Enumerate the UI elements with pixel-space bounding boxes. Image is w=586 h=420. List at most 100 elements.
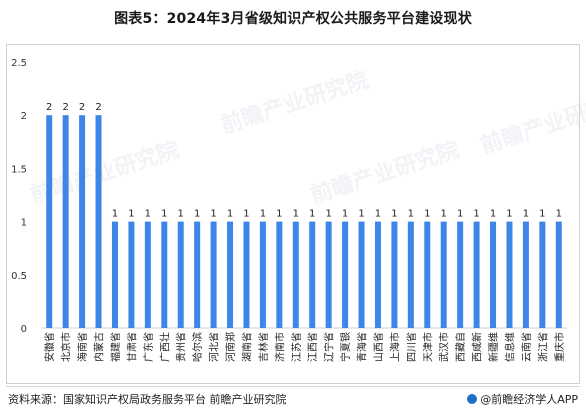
- x-tick-label: 北京市: [60, 332, 73, 362]
- bar: [161, 221, 168, 328]
- data-label: 1: [424, 209, 430, 220]
- y-tick-label: 2.5: [11, 58, 27, 69]
- x-tick-label: 四川省: [405, 332, 418, 362]
- x-tick-label: 武汉市: [438, 332, 451, 362]
- y-tick-label: 0: [21, 324, 27, 335]
- x-tick-label: 内蒙古: [93, 332, 106, 362]
- x-tick-label: 宁夏银: [339, 332, 352, 362]
- x-tick-label: 上海市: [388, 332, 401, 362]
- x-tick-label: 哈尔滨: [191, 332, 204, 362]
- x-tick-label: 福建省: [109, 332, 122, 362]
- bar: [555, 221, 562, 328]
- data-label: 1: [457, 209, 463, 220]
- bar: [227, 221, 234, 328]
- bar: [62, 115, 69, 328]
- y-tick-label: 1: [21, 218, 27, 229]
- data-label: 1: [227, 209, 233, 220]
- bar: [128, 221, 135, 328]
- x-tick-label: 广西壮: [159, 332, 171, 362]
- data-label: 1: [194, 209, 200, 220]
- bar: [177, 221, 184, 328]
- bar-chart: 0 0.5 1 1.5 2 2.5 2 安徽省 2 北京市 2 海南省 2 内蒙古 1 福建省 1 甘肃省 1 广东省…: [11, 58, 567, 362]
- bar: [522, 221, 529, 328]
- data-label: 2: [62, 102, 68, 113]
- x-tick-label: 浙江省: [536, 332, 549, 362]
- data-label: 1: [243, 209, 249, 220]
- data-label: 1: [556, 209, 562, 220]
- data-label: 1: [375, 209, 381, 220]
- x-tick-label: 新疆维: [487, 332, 500, 362]
- bar: [111, 221, 118, 328]
- brand-text: @前瞻经济学人APP: [480, 393, 578, 406]
- x-tick-label: 安徽省: [43, 332, 56, 362]
- bar: [243, 221, 250, 328]
- data-label: 2: [46, 102, 52, 113]
- x-tick-label: 河北省: [208, 332, 221, 362]
- data-label: 1: [342, 209, 348, 220]
- x-tick-label: 甘肃省: [125, 332, 138, 362]
- x-tick-label: 天津市: [421, 332, 434, 362]
- bar: [79, 115, 86, 328]
- bar: [144, 221, 151, 328]
- data-label: 1: [523, 209, 529, 220]
- x-tick-label: 贵州省: [175, 332, 188, 362]
- bar: [95, 115, 102, 328]
- bar: [325, 221, 332, 328]
- y-tick-label: 1.5: [11, 164, 27, 175]
- data-label: 2: [95, 102, 101, 113]
- data-label: 2: [79, 102, 85, 113]
- data-label: 1: [473, 209, 479, 220]
- data-label: 1: [490, 209, 496, 220]
- data-label: 1: [178, 209, 184, 220]
- chart-frame: 前瞻产业研究院 前瞻产业研究院 前瞻产业研究院 前瞻产业研究院 0 0.5 1 1.5…: [6, 44, 586, 384]
- brand-label: @前瞻经济学人APP: [467, 391, 578, 407]
- data-label: 1: [391, 209, 397, 220]
- x-tick-label: 吉林省: [257, 332, 270, 362]
- data-label: 1: [145, 209, 151, 220]
- x-tick-label: 河南郑: [224, 332, 237, 362]
- data-label: 1: [276, 209, 282, 220]
- x-tick-label: 济南市: [273, 332, 286, 362]
- brand-logo-icon: [467, 394, 478, 404]
- data-label: 1: [161, 209, 167, 220]
- footer-divider: [6, 386, 580, 387]
- y-tick-label: 0.5: [11, 271, 27, 282]
- bar: [490, 221, 497, 328]
- bar: [46, 115, 53, 328]
- x-tick-label: 广东省: [142, 332, 155, 362]
- bar: [342, 221, 349, 328]
- bar: [374, 221, 381, 328]
- bar: [210, 221, 217, 328]
- x-tick-label: 海南省: [76, 332, 89, 362]
- data-label: 1: [293, 209, 299, 220]
- data-label: 1: [408, 209, 414, 220]
- data-label: 1: [210, 209, 216, 220]
- source-note: 资料来源：国家知识产权局政务服务平台 前瞻产业研究院: [8, 393, 287, 406]
- x-tick-label: 湖南省: [240, 332, 253, 362]
- bar: [506, 221, 513, 328]
- x-tick-label: 信息维: [503, 332, 516, 362]
- bar: [276, 221, 283, 328]
- x-tick-label: 江西省: [306, 332, 319, 362]
- bar: [424, 221, 431, 328]
- data-label: 1: [260, 209, 266, 220]
- bar: [259, 221, 266, 328]
- x-tick-label: 云南省: [520, 332, 533, 362]
- y-tick-label: 2: [21, 111, 27, 122]
- x-tick-label: 辽宁省: [323, 332, 336, 362]
- bar: [440, 221, 447, 328]
- data-label: 1: [309, 209, 315, 220]
- x-tick-label: 青海省: [356, 332, 369, 362]
- data-label: 1: [128, 209, 134, 220]
- data-label: 1: [441, 209, 447, 220]
- bar: [391, 221, 398, 328]
- bar: [457, 221, 464, 328]
- x-tick-label: 重庆市: [553, 332, 566, 362]
- data-label: 1: [112, 209, 118, 220]
- bar: [194, 221, 201, 328]
- bar: [309, 221, 316, 328]
- bar: [407, 221, 414, 328]
- data-label: 1: [539, 209, 545, 220]
- x-tick-label: 西藏自: [454, 332, 467, 362]
- x-tick-label: 江苏省: [290, 332, 303, 362]
